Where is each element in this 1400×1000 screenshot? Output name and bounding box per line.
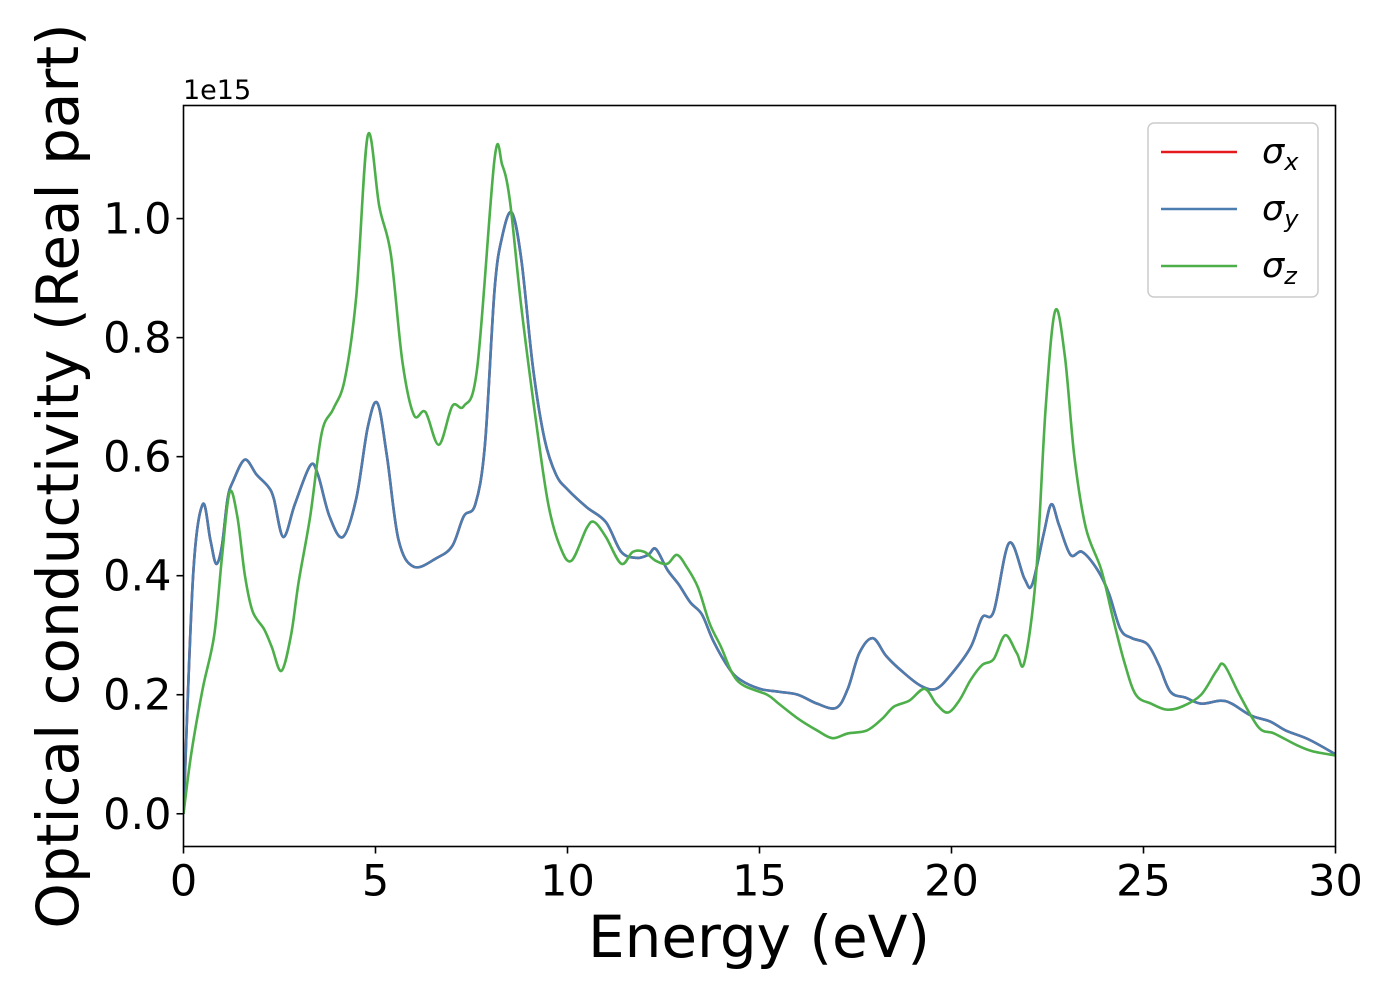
legend: σx σy σz	[1147, 122, 1319, 298]
x-axis-title: Energy (eV)	[588, 903, 930, 971]
legend-label-y: σy	[1262, 189, 1299, 233]
x-tick-label: 5	[362, 857, 389, 907]
x-axis-ticks: 0 5 10 15 20 25 30	[170, 846, 1363, 907]
y-tick-label: 0.2	[103, 671, 171, 721]
x-tick-label: 30	[1308, 857, 1363, 907]
legend-label-z: σz	[1262, 246, 1298, 290]
y-axis-ticks: 0.0 0.2 0.4 0.6 0.8 1.0	[103, 195, 184, 840]
y-offset-text: 1e15	[183, 75, 251, 106]
y-tick-label: 0.4	[103, 552, 171, 602]
x-tick-label: 10	[540, 857, 595, 907]
series-layer	[183, 131, 1336, 814]
y-tick-label: 1.0	[103, 195, 171, 245]
legend-entries: σx σy σz	[1161, 132, 1299, 290]
y-axis-title: Optical conductivity (Real part)	[24, 23, 92, 928]
series-line-y	[183, 210, 1336, 814]
x-tick-label: 0	[170, 857, 197, 907]
y-tick-label: 0.0	[103, 790, 171, 840]
y-tick-label: 0.6	[103, 433, 171, 483]
x-tick-label: 15	[732, 857, 787, 907]
legend-label-x: σx	[1262, 132, 1299, 176]
series-line-z	[183, 131, 1336, 814]
y-tick-label: 0.8	[103, 314, 171, 364]
x-tick-label: 25	[1116, 857, 1171, 907]
x-tick-label: 20	[924, 857, 979, 907]
